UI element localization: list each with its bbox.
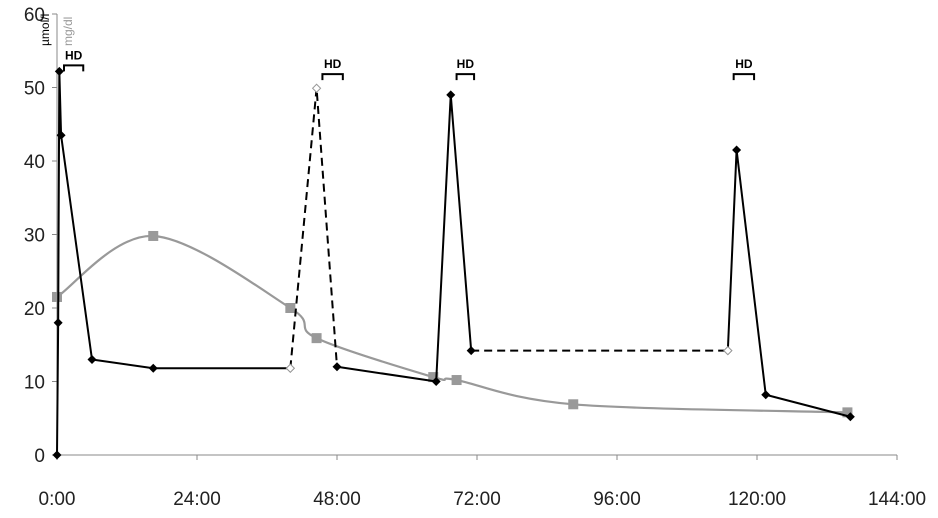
x-tick-label: 144:00 [868,489,926,510]
y-tick-label: 30 [24,226,45,247]
y-axis-units: µmol/l mg/dl [38,14,75,46]
axes [52,13,898,460]
y-tick-label: 10 [24,373,45,394]
x-tick-label: 96:00 [593,489,641,510]
series-mgdl-marker [568,399,579,410]
series-dashed-marker [311,83,322,93]
series-dashed-marker [285,363,296,373]
series-umol-marker [446,90,456,100]
series-mgdl-marker [311,333,322,344]
hd-bracket [321,73,344,81]
hd-bracket [63,64,85,72]
x-tick-label: 0:00 [39,489,76,510]
series-umol-marker [148,363,158,373]
x-tick-label: 120:00 [728,489,786,510]
series-umol-marker [466,346,476,356]
x-tick-label: 24:00 [173,489,221,510]
tick-labels: 0 10 20 30 40 50 60 0:00 24:00 48:00 72:00 96:00 120… [24,5,926,510]
hd-label: HD [324,57,342,71]
series-mgdl-marker [428,372,439,383]
series-umol-marker [54,66,64,76]
series-dashed-line [289,88,338,369]
annotations: HD HD HD HD [63,48,756,81]
series-mgdl-marker [451,375,462,386]
y-tick-label: 20 [24,299,45,320]
y-unit-umol: µmol/l [38,14,52,46]
series [52,66,855,460]
series-mgdl-marker [148,230,159,241]
series-umol-marker [53,318,63,328]
series-umol-marker [761,390,771,400]
hd-bracket [455,73,476,81]
series-dashed-marker [723,345,733,356]
hd-label: HD [65,48,83,62]
series-umol-line [56,70,291,456]
hd-label: HD [735,57,753,71]
series-umol-marker [56,130,66,140]
x-tick-label: 48:00 [313,489,361,510]
series-mgdl-marker [52,291,62,302]
hd-label: HD [457,57,475,71]
series-umol-marker [87,354,97,364]
series-umol-marker [431,377,441,386]
series-umol-marker [845,412,855,422]
series-mgdl-marker [285,303,296,313]
series-umol-marker [52,450,62,460]
y-tick-label: 0 [34,446,45,467]
series-umol-line [726,148,851,418]
series-umol-line [336,93,473,383]
series-mgdl-line [56,234,848,414]
series-umol-marker [732,145,742,155]
hd-bracket [732,73,756,81]
y-tick-label: 60 [24,5,45,26]
series-mgdl-marker [842,407,853,418]
x-tick-label: 72:00 [453,489,501,510]
series-umol-marker [332,362,342,372]
y-unit-mgdl: mg/dl [61,17,75,46]
y-tick-label: 40 [24,152,45,173]
y-tick-label: 50 [24,79,45,100]
